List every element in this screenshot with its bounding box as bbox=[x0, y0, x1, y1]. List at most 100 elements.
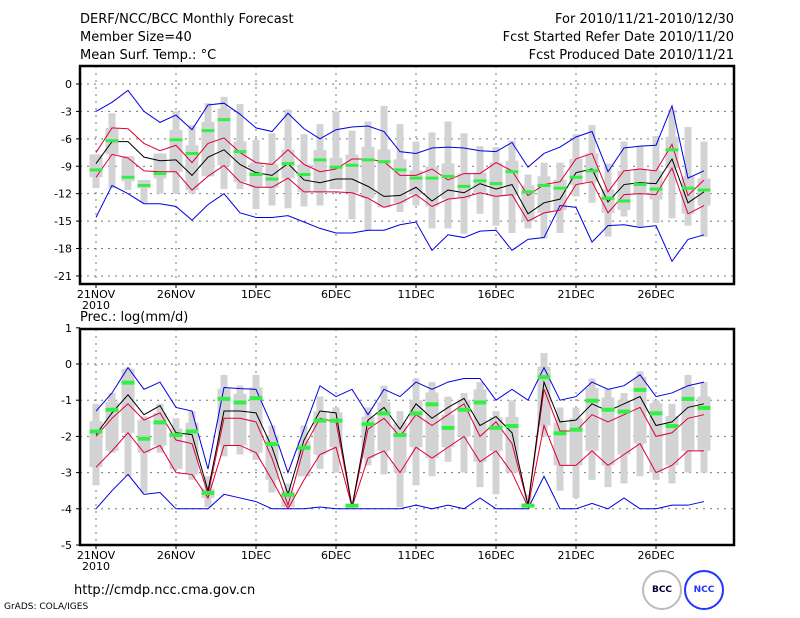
temp-iqr-box bbox=[361, 146, 375, 199]
temp-median-mark bbox=[697, 188, 711, 192]
prec-median-mark bbox=[537, 375, 551, 380]
temp-median-mark bbox=[169, 138, 183, 142]
prec-median-mark bbox=[553, 431, 567, 436]
temp-iqr-box bbox=[649, 170, 663, 200]
temp-median-mark bbox=[377, 160, 391, 164]
temp-median-mark bbox=[441, 174, 455, 178]
prec-iqr-box bbox=[569, 418, 583, 466]
temp-median-mark bbox=[601, 196, 615, 200]
bcc-logo: BCC bbox=[642, 570, 682, 610]
temp-median-mark bbox=[313, 158, 327, 162]
temp-xtick-label: 21DEC bbox=[557, 288, 594, 301]
prec-xtick-year: 2010 bbox=[82, 560, 110, 573]
forecast-period: For 2010/11/21-2010/12/30 bbox=[555, 12, 734, 27]
prec-median-mark bbox=[121, 380, 135, 385]
temp-median-mark bbox=[217, 118, 231, 122]
temp-xtick-label: 11DEC bbox=[397, 288, 434, 301]
temp-median-mark bbox=[617, 199, 631, 203]
temp-median-mark bbox=[281, 162, 295, 166]
prec-median-mark bbox=[313, 418, 327, 423]
temp-iqr-box bbox=[345, 154, 359, 193]
temp-median-mark bbox=[361, 158, 375, 162]
temp-q-upper-line bbox=[95, 127, 705, 197]
prec-q-lower-line bbox=[95, 423, 704, 510]
temp-xtick-label: 26NOV bbox=[157, 288, 196, 301]
temp-iqr-box bbox=[521, 185, 535, 222]
prec-median-mark bbox=[217, 396, 231, 401]
temp-median-mark bbox=[185, 151, 199, 155]
bcc-logo-text: BCC bbox=[651, 585, 673, 595]
temp-mean-line bbox=[95, 141, 705, 215]
temp-median-mark bbox=[153, 172, 167, 176]
temp-median-mark bbox=[489, 182, 503, 186]
temp-xtick-year: 2010 bbox=[82, 299, 110, 312]
temp-iqr-box bbox=[201, 121, 215, 177]
prec-ytick-label: -1 bbox=[61, 394, 72, 407]
prec-xtick-label: 11DEC bbox=[397, 549, 434, 562]
temp-ytick-label: -3 bbox=[61, 105, 72, 118]
prec-iqr-box bbox=[185, 422, 199, 475]
prec-median-mark bbox=[697, 405, 711, 410]
temp-ytick-label: -6 bbox=[61, 133, 72, 146]
prec-median-mark bbox=[105, 407, 119, 412]
prec-median-mark bbox=[297, 445, 311, 450]
temp-median-mark bbox=[537, 183, 551, 187]
temp-median-mark bbox=[473, 179, 487, 183]
member-size: Member Size=40 bbox=[80, 30, 192, 45]
temp-max-line bbox=[95, 89, 705, 179]
prec-median-mark bbox=[233, 400, 247, 405]
temp-ytick-label: -12 bbox=[54, 188, 72, 201]
prec-median-mark bbox=[361, 422, 375, 427]
temp-iqr-box bbox=[377, 149, 391, 208]
temp-iqr-box bbox=[665, 136, 679, 169]
temp-iqr-box bbox=[489, 162, 503, 197]
prec-median-mark bbox=[425, 402, 439, 407]
prec-median-mark bbox=[585, 398, 599, 403]
prec-median-mark bbox=[665, 424, 679, 429]
temp-median-mark bbox=[105, 139, 119, 143]
ncc-logo: NCC bbox=[684, 570, 724, 610]
chart-title: DERF/NCC/BCC Monthly Forecast bbox=[80, 12, 294, 27]
temp-median-mark bbox=[553, 186, 567, 190]
temp-iqr-box bbox=[233, 141, 247, 182]
prec-iqr-box bbox=[233, 393, 247, 446]
temp-ytick-label: -21 bbox=[54, 270, 72, 283]
temp-median-mark bbox=[681, 186, 695, 190]
prec-median-mark bbox=[489, 425, 503, 430]
temp-xtick-label: 1DEC bbox=[241, 288, 271, 301]
temp-median-mark bbox=[505, 170, 519, 174]
prec-median-mark bbox=[249, 396, 263, 401]
temp-median-mark bbox=[633, 183, 647, 187]
prec-iqr-box bbox=[409, 400, 423, 448]
prec-xtick-label: 26DEC bbox=[637, 549, 674, 562]
source-url[interactable]: http://cmdp.ncc.cma.gov.cn bbox=[74, 583, 256, 598]
prec-iqr-box bbox=[153, 412, 167, 446]
prec-median-mark bbox=[521, 503, 535, 508]
prec-range-bar bbox=[524, 494, 532, 507]
temp-xtick-label: 21NOV bbox=[77, 288, 116, 301]
temp-median-mark bbox=[345, 163, 359, 167]
prec-iqr-box bbox=[137, 420, 151, 453]
temp-iqr-box bbox=[265, 164, 279, 188]
prec-iqr-box bbox=[601, 397, 615, 466]
forecast-start-date: Fcst Started Refer Date 2010/11/20 bbox=[502, 30, 734, 45]
temp-median-mark bbox=[265, 177, 279, 181]
prec-ytick-label: -4 bbox=[61, 503, 72, 516]
temp-median-mark bbox=[521, 190, 535, 194]
temp-plot-frame bbox=[78, 64, 736, 286]
prec-iqr-box bbox=[585, 388, 599, 451]
temp-median-mark bbox=[121, 175, 135, 179]
prec-median-mark bbox=[153, 420, 167, 425]
temp-ytick-label: -15 bbox=[54, 215, 72, 228]
temp-xtick-label: 26DEC bbox=[637, 288, 674, 301]
prec-iqr-box bbox=[121, 369, 135, 433]
temp-median-mark bbox=[201, 129, 215, 133]
temp-median-mark bbox=[249, 172, 263, 176]
temp-xtick-label: 6DEC bbox=[321, 288, 351, 301]
temp-median-mark bbox=[665, 148, 679, 152]
temp-median-mark bbox=[297, 172, 311, 176]
prec-ytick-label: 1 bbox=[65, 322, 72, 335]
temp-iqr-box bbox=[633, 169, 647, 195]
temp-iqr-box bbox=[297, 164, 311, 192]
temp-ytick-label: -18 bbox=[54, 243, 72, 256]
